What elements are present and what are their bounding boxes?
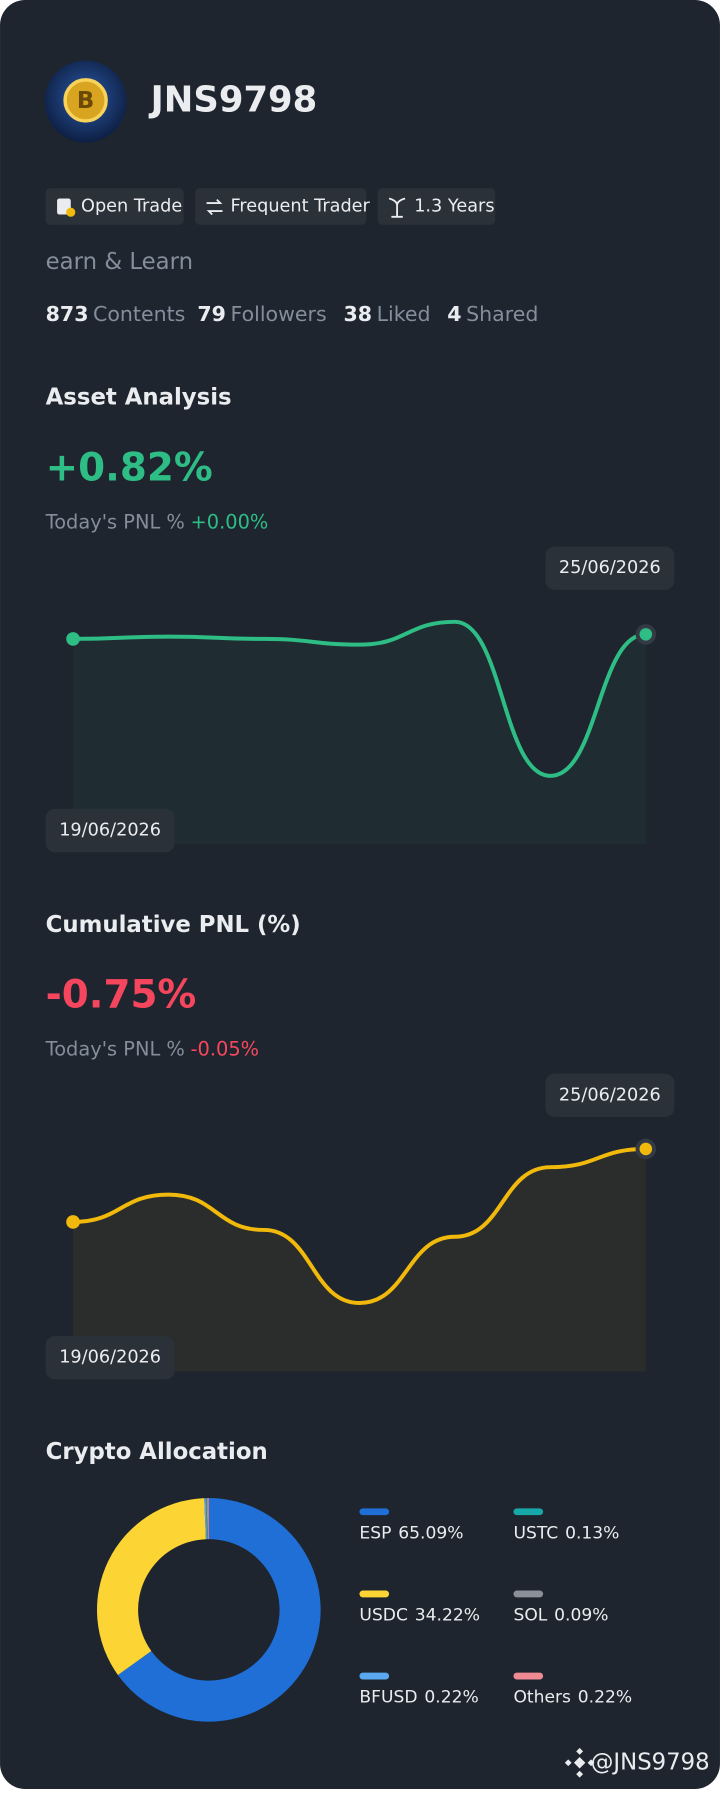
donut-slice — [204, 1498, 207, 1540]
donut-slice — [206, 1498, 208, 1540]
end-point — [639, 1142, 653, 1156]
charts: Asset Analysis +0.82% Today's PNL % +0.00% 1… — [45, 385, 675, 1722]
legend-entry: USDC 34.22% — [359, 1606, 480, 1626]
legend-entry: SOL 0.09% — [513, 1606, 608, 1626]
legend-swatch — [359, 1508, 390, 1516]
date-chip — [45, 808, 175, 853]
legend-entry: ESP 65.09% — [359, 1523, 463, 1543]
today-pnl-label: Today's PNL % — [45, 1037, 185, 1060]
legend-name: ESP — [359, 1523, 391, 1543]
headline-pnl: +0.82% — [46, 446, 213, 491]
end-point — [639, 628, 653, 641]
date-label: 19/06/2026 — [59, 821, 161, 841]
date-chip — [545, 546, 675, 590]
legend-entry: USTC 0.13% — [513, 1523, 619, 1543]
legend-value: 34.22% — [415, 1606, 480, 1626]
username: JNS9798 — [149, 80, 318, 121]
legend-value: 0.09% — [554, 1606, 608, 1626]
legend-value: 0.22% — [578, 1688, 632, 1708]
end-point — [66, 1215, 80, 1229]
stat-label: Followers — [231, 302, 327, 326]
legend-name: USDC — [359, 1606, 408, 1626]
today-pnl-value: -0.05% — [191, 1037, 260, 1060]
today-pnl: Today's PNL % -0.05% — [45, 1037, 259, 1060]
watermark: @JNS9798 — [564, 1747, 710, 1778]
badge: 1.3 Years — [377, 188, 496, 225]
bio: earn & Learn — [46, 249, 193, 275]
today-pnl-value: +0.00% — [191, 510, 269, 533]
stat-value: 38 — [343, 302, 372, 326]
date-label: 25/06/2026 — [559, 558, 661, 578]
svg-text:B: B — [77, 88, 94, 114]
watermark-text: @JNS9798 — [591, 1749, 710, 1775]
line-area — [73, 621, 646, 845]
date-chip — [45, 1336, 175, 1380]
legend-name: BFUSD — [359, 1688, 417, 1708]
legend-swatch — [513, 1672, 544, 1680]
stat: 79 Followers — [197, 302, 326, 326]
legend-value: 0.22% — [424, 1688, 478, 1708]
stat-value: 79 — [197, 302, 226, 326]
stat-label: Contents — [93, 302, 185, 326]
stat: 4 Shared — [447, 302, 538, 326]
date-chip — [545, 1073, 675, 1117]
badge-label: Frequent Trader — [231, 197, 371, 217]
donut-slice — [207, 1498, 209, 1540]
stat-label: Liked — [377, 302, 431, 326]
line — [73, 619, 647, 778]
date-label: 19/06/2026 — [59, 1348, 161, 1368]
stat-value: 873 — [46, 302, 89, 326]
donut-slice — [97, 1498, 206, 1675]
legend-name: Others — [513, 1688, 571, 1708]
date-label: 25/06/2026 — [559, 1085, 661, 1105]
today-pnl: Today's PNL % +0.00% — [45, 510, 269, 533]
legend-value: 0.13% — [565, 1523, 619, 1543]
section-title: Asset Analysis — [46, 385, 232, 411]
stat: 38 Liked — [343, 302, 430, 326]
donut-slice — [117, 1498, 321, 1722]
legend-swatch — [513, 1590, 544, 1598]
avatar[interactable]: B — [44, 60, 127, 143]
stats: 873 Contents 79 Followers 38 Liked 4 Shared — [46, 302, 539, 326]
headline-pnl: -0.75% — [46, 973, 197, 1018]
section-title: Crypto Allocation — [46, 1439, 268, 1465]
line — [73, 1146, 646, 1305]
legend-value: 65.09% — [398, 1523, 463, 1543]
legend-swatch — [359, 1590, 390, 1598]
stat-value: 4 — [447, 302, 461, 326]
legend-name: SOL — [513, 1606, 547, 1626]
badge: Open Trade — [45, 188, 184, 225]
legend-swatch — [513, 1508, 544, 1516]
badge-label: 1.3 Years — [414, 197, 494, 217]
badge-label: Open Trade — [81, 197, 182, 217]
stat-label: Shared — [466, 302, 538, 326]
legend-entry: BFUSD 0.22% — [359, 1688, 478, 1708]
legend-name: USTC — [513, 1523, 558, 1543]
legend-swatch — [359, 1672, 390, 1680]
end-point — [66, 632, 80, 646]
section-title: Cumulative PNL (%) — [46, 912, 301, 938]
stat: 873 Contents — [46, 302, 186, 326]
legend-entry: Others 0.22% — [513, 1688, 632, 1708]
donut-slice — [205, 1498, 208, 1540]
today-pnl-label: Today's PNL % — [45, 510, 185, 533]
badge: Frequent Trader — [195, 188, 371, 225]
